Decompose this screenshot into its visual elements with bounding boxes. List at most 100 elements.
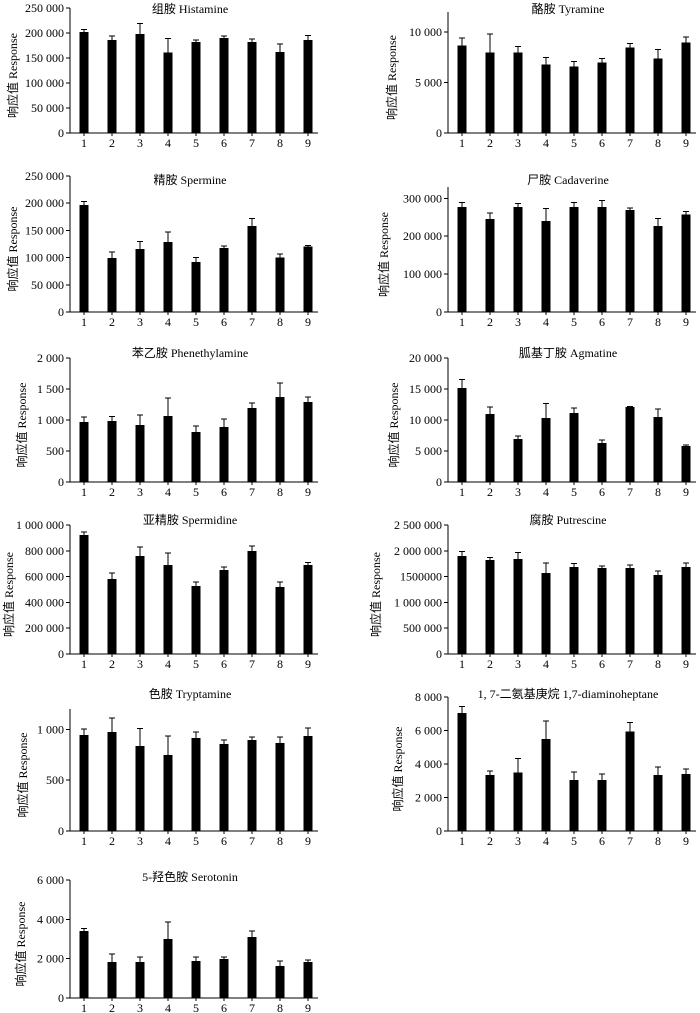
x-tick-label: 1 [81,1001,87,1013]
x-tick-label: 6 [599,485,605,499]
y-tick-label: 2 000 [37,351,64,365]
x-tick-label: 1 [459,315,465,329]
y-axis-label: 响应值 Response [1,552,16,637]
y-tick-label: 2 000 000 [394,544,442,558]
x-tick-label: 4 [543,136,549,150]
x-tick-label: 3 [515,657,521,671]
x-tick-label: 4 [165,315,171,329]
bar [219,38,229,133]
bar [569,66,579,133]
bar [569,779,579,831]
y-tick-label: 800 000 [25,544,64,558]
bar [457,712,467,831]
bar [275,587,285,654]
x-tick-label: 5 [193,315,199,329]
y-tick-label: 2 500 000 [394,518,442,532]
y-tick-label: 8 000 [415,690,442,704]
x-tick-label: 8 [277,834,283,848]
x-tick-label: 1 [459,485,465,499]
y-tick-label: 1 500 [37,382,64,396]
bar [303,40,313,133]
y-axis-label: 响应值 Response [5,33,20,118]
y-tick-label: 1 000 000 [16,518,64,532]
x-tick-label: 3 [137,657,143,671]
bar [191,261,201,312]
bar [485,52,495,134]
bar [247,407,257,482]
y-tick-label: 0 [436,475,442,489]
bar [303,402,313,482]
y-tick-label: 0 [436,824,442,838]
y-tick-label: 5 000 [415,76,442,90]
x-tick-label: 3 [515,485,521,499]
y-tick-label: 150 000 [25,51,64,65]
bar [597,442,607,482]
x-tick-label: 9 [683,136,689,150]
y-axis-label: 响应值 Response [15,733,30,818]
chart-panel-4: 0 100 000 200 000 300 000 1 2 3 4 5 6 7 8 9 尸胺 Cadave… [376,173,696,329]
bar [191,586,201,654]
x-tick-label: 8 [277,485,283,499]
x-tick-label: 2 [109,834,115,848]
chart-title: 胍基丁胺 Agmatine [519,345,617,360]
x-tick-label: 2 [487,136,493,150]
x-tick-label: 4 [165,136,171,150]
chart-title: 组胺 Histamine [152,2,228,16]
bar [457,555,467,654]
y-axis-label: 响应值 Response [14,383,29,468]
y-tick-label: 500 [46,444,64,458]
chart-title: 色胺 Tryptamine [149,687,232,701]
chart-panel-10: 0 2 000 4 000 6 000 8 000 1 2 3 4 5 6 7 8 9 1, 7-二氨基庚烷… [390,686,696,848]
bar [219,570,229,654]
x-tick-label: 3 [515,834,521,848]
y-tick-label: 500 000 [403,621,442,635]
bar [513,207,523,312]
y-tick-label: 250 000 [25,169,64,183]
x-tick-label: 9 [305,834,311,848]
y-tick-label: 0 [58,824,64,838]
y-axis-label: 响应值 Response [376,212,391,297]
x-tick-label: 9 [683,834,689,848]
bar [275,397,285,482]
bar [653,575,663,654]
bar [457,207,467,312]
x-tick-label: 2 [109,1001,115,1013]
bar [219,959,229,998]
y-tick-label: 1 000 [37,413,64,427]
bar [135,962,145,998]
bar [247,740,257,831]
bar [303,735,313,831]
bar [485,774,495,831]
x-tick-label: 7 [627,657,633,671]
chart-panel-1: 0 50 000 100 000 150 000 200 000 250 000 1 2 3 4 5… [5,1,318,150]
bar [79,931,89,998]
x-tick-label: 1 [81,657,87,671]
chart-title: 5-羟色胺 Serotonin [142,869,238,884]
x-tick-label: 9 [683,657,689,671]
bar [107,258,117,312]
y-tick-label: 50 000 [31,278,64,292]
y-tick-label: 400 000 [25,595,64,609]
bar [79,204,89,312]
bar [135,248,145,312]
y-tick-label: 0 [58,475,64,489]
x-tick-label: 9 [683,315,689,329]
x-tick-label: 7 [249,315,255,329]
bar [191,42,201,133]
x-tick-label: 1 [81,834,87,848]
bar [653,58,663,134]
bar [569,413,579,482]
x-tick-label: 4 [543,657,549,671]
bar [625,210,635,312]
bar [219,744,229,831]
x-tick-label: 5 [193,657,199,671]
bar [163,52,173,133]
bar [653,774,663,831]
bar [275,965,285,998]
x-tick-label: 3 [137,834,143,848]
y-tick-label: 100 000 [25,251,64,265]
x-tick-label: 4 [165,657,171,671]
x-tick-label: 3 [515,136,521,150]
x-tick-label: 1 [81,485,87,499]
